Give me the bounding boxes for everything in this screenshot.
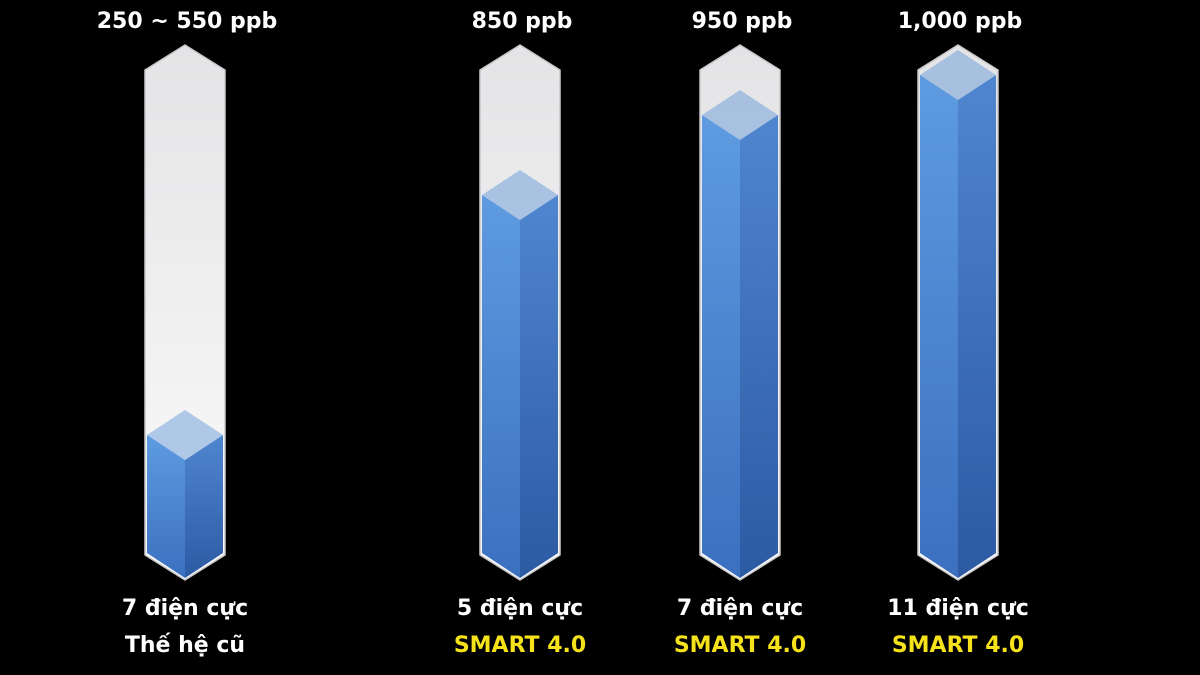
bar-top-face [482,170,558,220]
bar-right-face [520,195,558,578]
x-tick-label: 7 điện cực [677,596,803,621]
bar-top-face [920,50,996,100]
bar-right-face [185,435,223,578]
x-tick-sublabel: SMART 4.0 [892,633,1024,658]
x-tick-label: 7 điện cực [122,596,248,621]
bar [702,90,778,578]
bar [920,50,996,578]
bar-left-face [702,115,740,578]
bar-right-face [958,75,996,578]
x-tick-label: 11 điện cực [887,596,1029,621]
bar-right-face [740,115,778,578]
x-tick-sublabel: SMART 4.0 [454,633,586,658]
tube [144,44,226,581]
x-tick-sublabel: Thế hệ cũ [125,633,245,658]
bar-top-face [702,90,778,140]
value-label: 950 ppb [692,9,793,34]
bar [482,170,558,578]
bar [147,410,223,578]
value-label: 850 ppb [472,9,573,34]
x-tick-label: 5 điện cực [457,596,583,621]
x-tick-sublabel: SMART 4.0 [674,633,806,658]
bar-left-face [482,195,520,578]
bar-top-face [147,410,223,460]
value-label: 1,000 ppb [898,9,1023,34]
bar-left-face [920,75,958,578]
bar-left-face [147,435,185,578]
value-label: 250 ~ 550 ppb [97,9,278,34]
